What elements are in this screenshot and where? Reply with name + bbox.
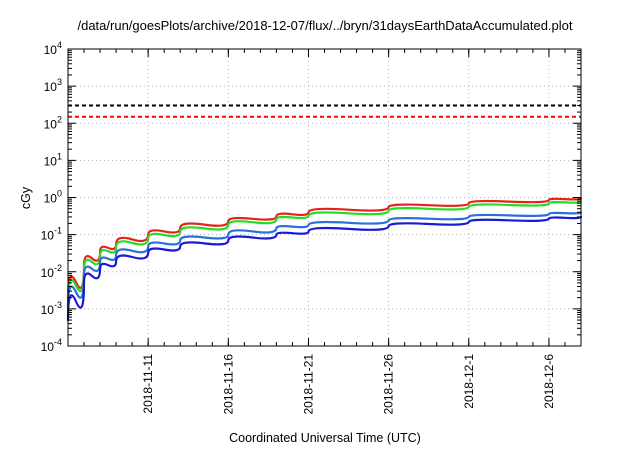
y-tick-label: 10-3 [41,300,62,317]
y-tick-label: 10-2 [41,263,62,280]
x-tick-label: 2018-11-16 [221,354,235,415]
y-tick-label: 10-4 [41,337,62,354]
x-tick-label: 2018-11-21 [301,354,315,415]
x-tick-label: 2018-11-26 [382,354,396,415]
y-tick-label: 104 [44,40,62,57]
y-axis-label: cGy [19,186,33,209]
series-line [66,215,583,322]
axis-layer: 10-4 10-3 10-2 10-1 100 101 102 103 104 2018-11-1… [41,40,582,415]
y-tick-label: 103 [44,77,62,94]
series-line [66,211,583,310]
x-tick-label: 2018-11-11 [141,354,155,414]
x-tick-label: 2018-12-1 [462,354,476,409]
y-tick-label: 102 [44,114,62,131]
x-tick-label: 2018-12-6 [542,354,556,409]
series-line [66,200,583,304]
y-tick-label: 10-1 [41,226,62,243]
series-layer [66,197,583,322]
chart-title: /data/run/goesPlots/archive/2018-12-07/f… [77,18,572,33]
reference-lines [68,104,581,118]
y-tick-label: 100 [44,189,62,206]
grid-layer [68,49,581,346]
x-axis-label: Coordinated Universal Time (UTC) [229,431,421,445]
y-tick-label: 101 [44,151,62,168]
